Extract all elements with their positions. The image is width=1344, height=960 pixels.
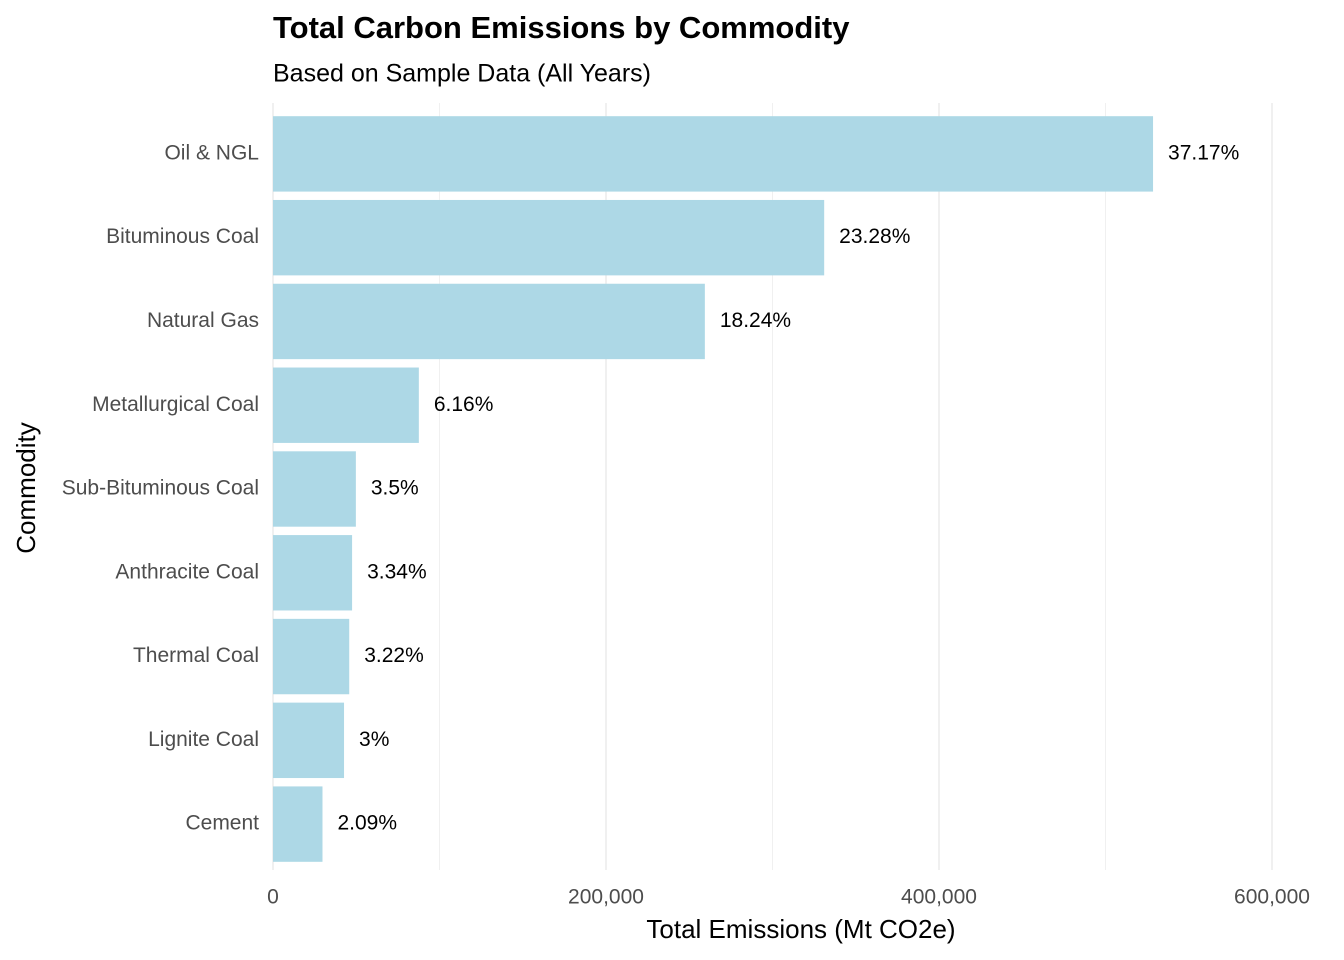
x-tick-label: 0 [267, 886, 279, 909]
x-tick-label: 400,000 [901, 886, 977, 909]
y-axis-title: Commodity [11, 422, 41, 553]
bar [273, 535, 353, 611]
bar-label: 3.22% [364, 644, 424, 667]
bar-label: 2.09% [337, 812, 397, 835]
y-tick-label: Sub-Bituminous Coal [62, 477, 259, 500]
x-axis-title: Total Emissions (Mt CO2e) [646, 914, 955, 944]
chart-title: Total Carbon Emissions by Commodity [273, 10, 850, 45]
bar [273, 702, 345, 779]
bar-label: 3.5% [371, 477, 419, 500]
bar [273, 367, 419, 443]
bar [273, 283, 705, 360]
y-tick-label: Cement [185, 812, 259, 835]
y-tick-label: Natural Gas [147, 309, 259, 332]
bar-label: 3% [359, 728, 389, 751]
bar [273, 618, 350, 695]
y-tick-label: Bituminous Coal [106, 225, 259, 248]
bar-label: 37.17% [1168, 141, 1239, 164]
y-tick-label: Oil & NGL [164, 141, 259, 164]
bar-label: 18.24% [720, 309, 791, 332]
bar [273, 116, 1154, 192]
bar [273, 199, 825, 276]
y-tick-label: Anthracite Coal [115, 560, 259, 583]
bar-label: 3.34% [367, 560, 427, 583]
y-tick-label: Thermal Coal [133, 644, 259, 667]
bar [273, 786, 323, 862]
bar-label: 23.28% [839, 225, 910, 248]
bar-label: 6.16% [434, 393, 494, 416]
x-tick-label: 200,000 [568, 886, 644, 909]
y-tick-label: Metallurgical Coal [92, 393, 259, 416]
bar [273, 451, 356, 527]
chart-subtitle: Based on Sample Data (All Years) [273, 60, 651, 88]
x-tick-label: 600,000 [1234, 886, 1310, 909]
y-tick-label: Lignite Coal [148, 728, 259, 751]
